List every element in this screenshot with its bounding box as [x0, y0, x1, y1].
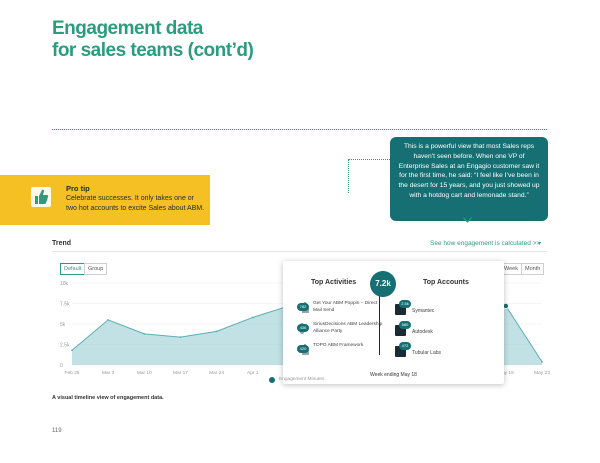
activity-item[interactable]: 782 Get Your ABM Poppin – Direct Mail Se…	[297, 301, 379, 319]
page-number: 119	[52, 428, 62, 434]
activity-count: 782	[297, 303, 309, 311]
pro-tip-text: Celebrate successes. It only takes one o…	[66, 195, 205, 212]
x-tick-label: May 19	[498, 370, 514, 376]
figure-caption: A visual timeline view of engagement dat…	[52, 395, 164, 401]
thumbs-up-icon	[31, 187, 51, 207]
pro-tip-heading: Pro tip	[66, 184, 90, 193]
activity-label: TOPO ABM Framework	[313, 343, 364, 348]
legend-swatch	[269, 377, 275, 383]
connector-line	[348, 159, 390, 160]
connector-line-vertical	[348, 159, 349, 193]
account-item[interactable]: 472 Tubular Labs	[395, 342, 495, 362]
account-logo	[395, 346, 406, 357]
account-item[interactable]: 2.5k Symantec	[395, 300, 495, 320]
account-logo	[395, 325, 406, 336]
y-tick-label: 0	[60, 363, 63, 369]
account-label: Tubular Labs	[412, 350, 441, 356]
x-tick-label: Mar 10	[137, 370, 152, 376]
account-count: 472	[399, 342, 411, 350]
data-point	[541, 360, 543, 363]
y-tick-label: 10k	[60, 281, 69, 287]
dotted-rule	[52, 129, 547, 130]
x-tick-label: Feb 25	[65, 370, 80, 376]
data-point	[251, 316, 254, 319]
y-tick-label: 2.5k	[60, 343, 70, 349]
divider	[52, 251, 547, 252]
top-accounts-heading: Top Accounts	[423, 279, 469, 286]
page-title: Engagement data for sales teams (cont’d)	[52, 18, 254, 61]
x-tick-label: Mar 24	[209, 370, 224, 376]
engagement-info-link[interactable]: See how engagement is calculated >>	[430, 240, 541, 247]
account-count: 2.5k	[399, 300, 411, 308]
activity-count: 420	[297, 345, 309, 353]
total-bubble: 7.2k	[370, 271, 396, 297]
top-activities-heading: Top Activities	[311, 279, 357, 286]
data-point	[215, 330, 218, 333]
y-tick-label: 7.5k	[60, 302, 70, 308]
account-logo	[395, 304, 406, 315]
week-popup: Top Activities Top Accounts 7.2k 782 Get…	[283, 261, 504, 384]
week-ending-label: Week ending May 18	[370, 372, 417, 378]
account-label: Symantec	[412, 308, 435, 314]
pro-tip-box: Pro tip Celebrate successes. It only tak…	[0, 175, 210, 225]
account-item[interactable]: 580 Autodesk	[395, 321, 495, 341]
activity-label: Get Your ABM Poppin – Direct Mail Send	[313, 301, 378, 313]
data-point	[107, 319, 110, 321]
chevron-down-icon[interactable]: ▾	[538, 241, 542, 247]
quote-callout: This is a powerful view that most Sales …	[390, 137, 548, 221]
trend-title: Trend	[52, 240, 72, 247]
y-tick-label: 5k	[60, 322, 66, 328]
x-tick-label: Mar 3	[102, 370, 115, 376]
x-tick-label: May 23	[534, 370, 550, 376]
popup-divider	[379, 291, 380, 355]
activity-label: SiriusDecisions ABM Leadership Alliance …	[313, 322, 383, 334]
legend-label: Engagement Minutes	[279, 377, 325, 382]
period-month[interactable]: Month	[521, 263, 545, 275]
account-count: 580	[399, 321, 411, 329]
data-point	[143, 332, 146, 335]
x-tick-label: Apr 1	[247, 370, 259, 376]
account-label: Autodesk	[412, 329, 433, 335]
toggle-group[interactable]: Group	[84, 263, 108, 275]
highlight-point	[502, 302, 509, 309]
data-point	[179, 336, 182, 339]
activity-item[interactable]: 420 TOPO ABM Framework	[297, 343, 379, 361]
callout-text: This is a powerful view that most Sales …	[398, 143, 540, 199]
activity-item[interactable]: 436 SiriusDecisions ABM Leadership Allia…	[297, 322, 382, 340]
x-tick-label: Mar 17	[173, 370, 188, 376]
activity-count: 436	[297, 324, 309, 332]
data-point	[71, 349, 73, 352]
chevron-down-icon	[463, 217, 472, 223]
